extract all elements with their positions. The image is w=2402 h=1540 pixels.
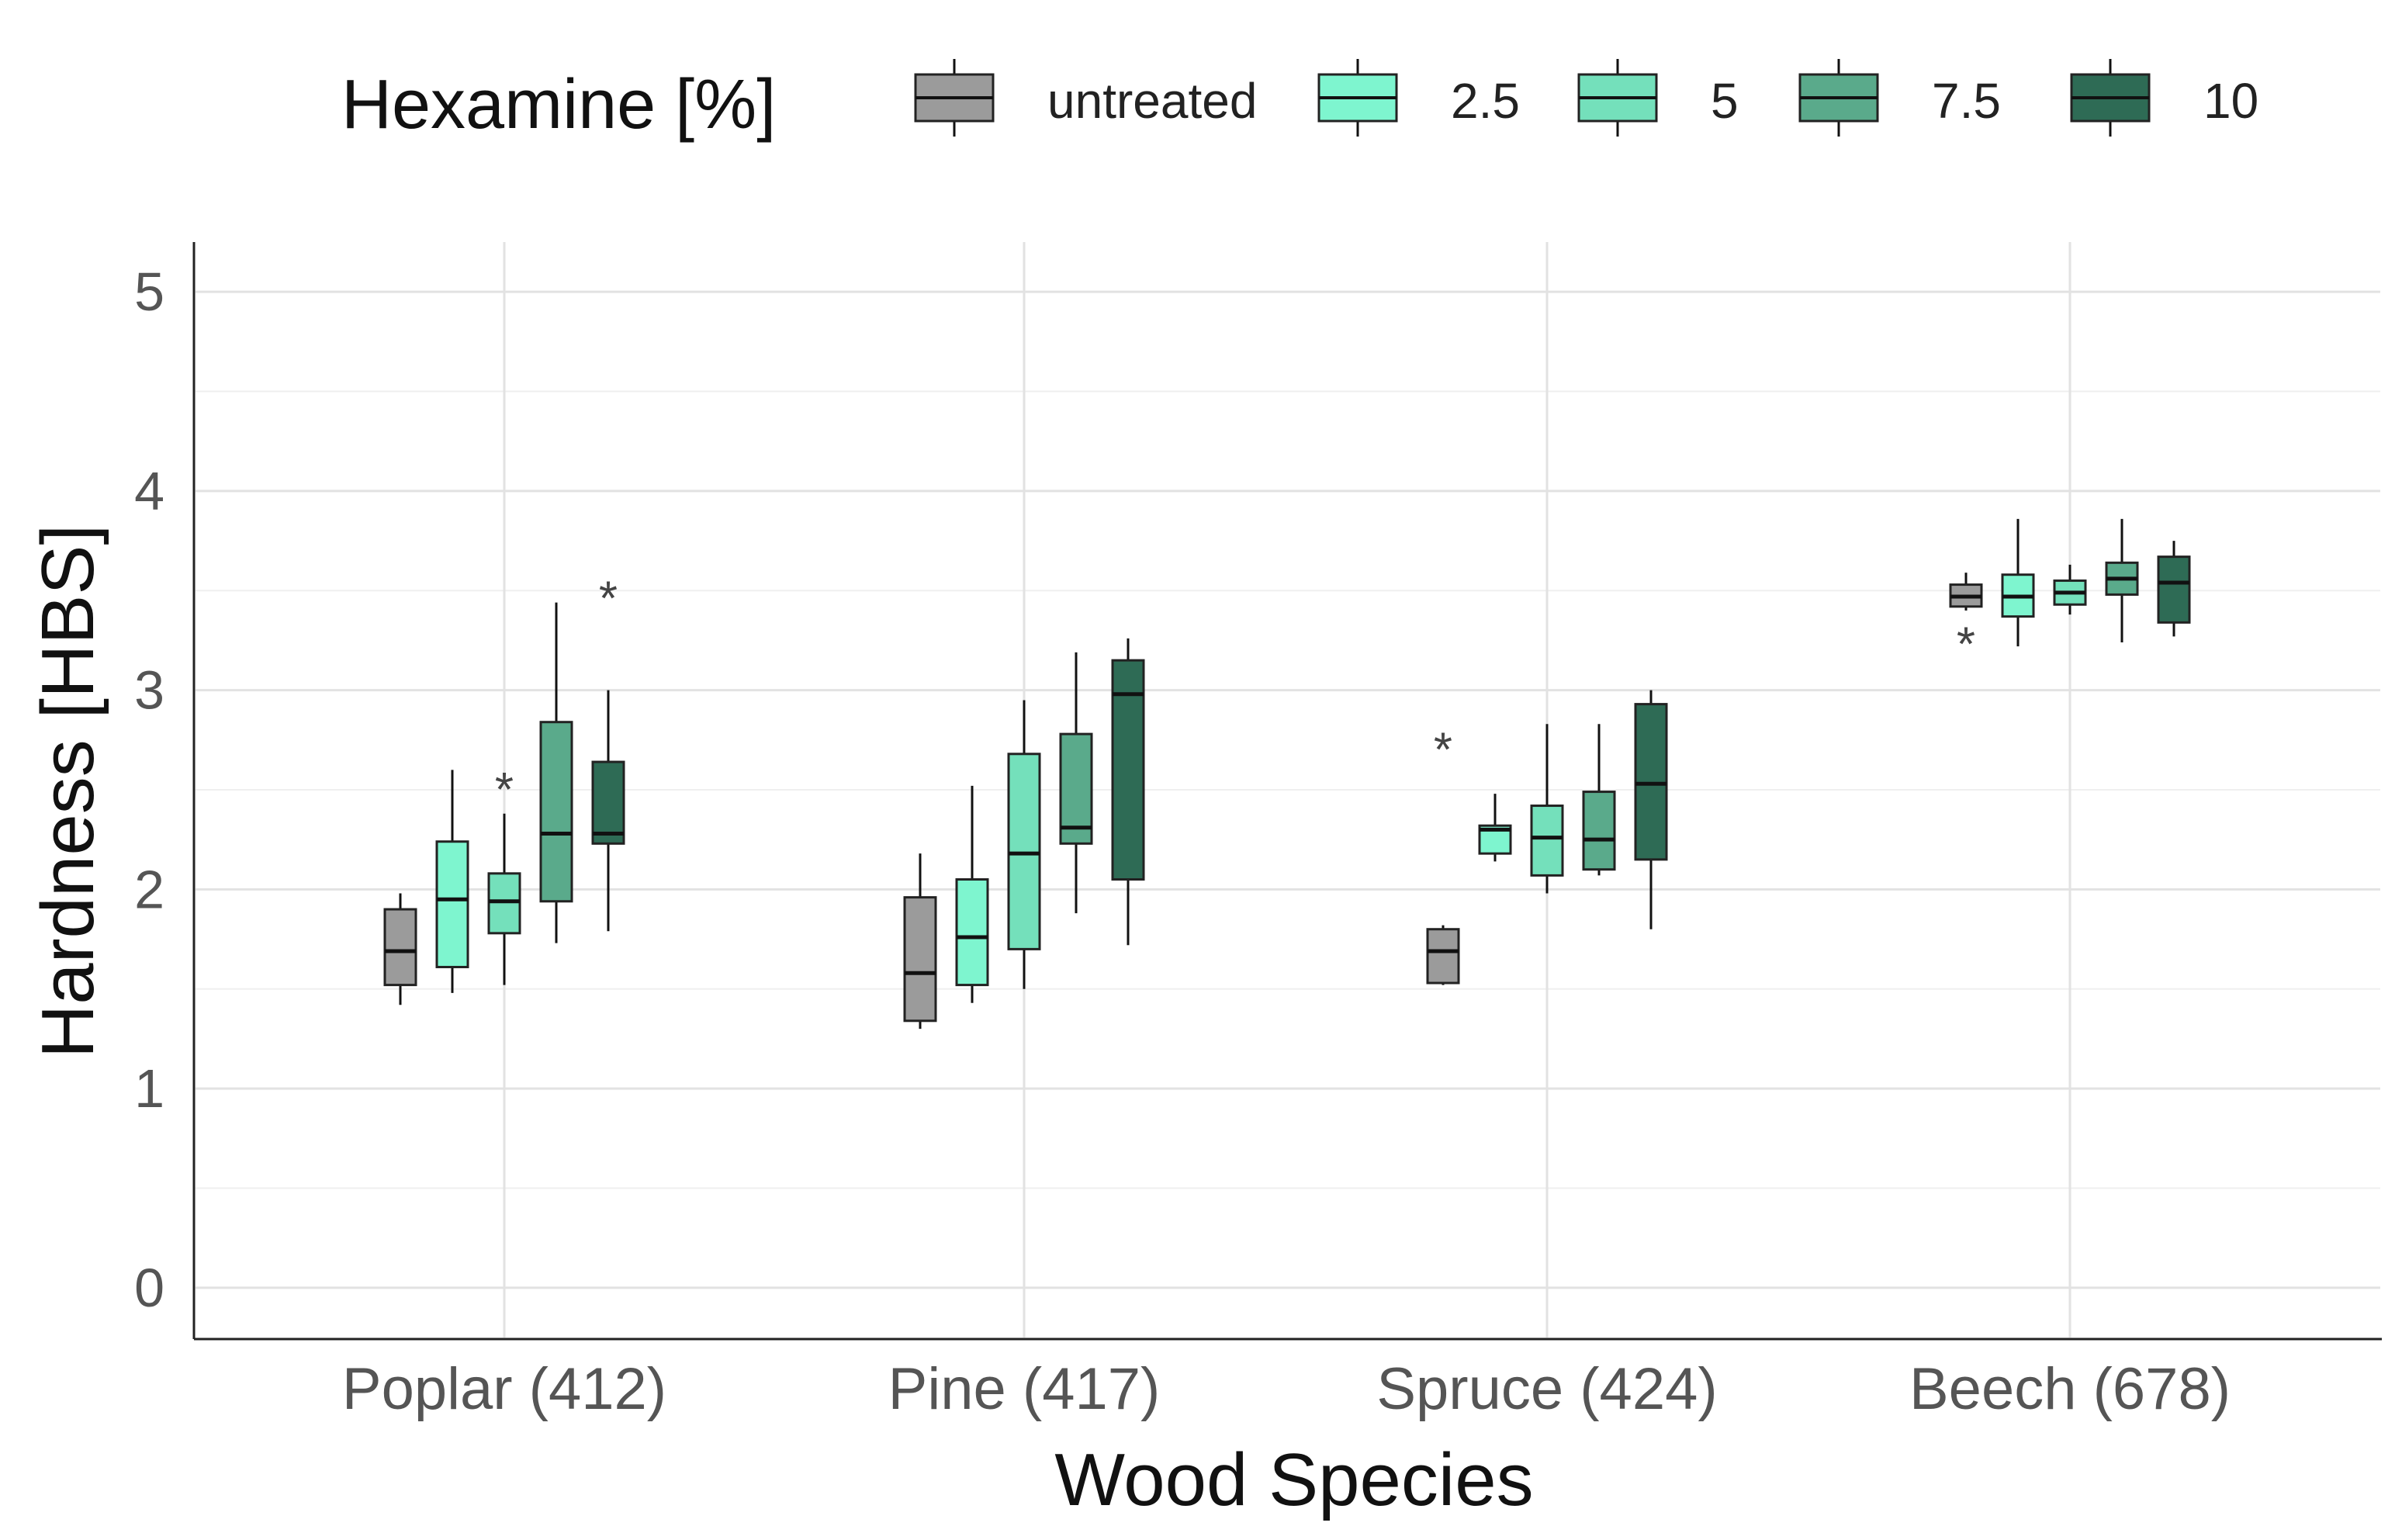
box-7.5-3 [2105, 518, 2139, 643]
box-2.5-0 [435, 770, 469, 993]
y-tick-label: 4 [134, 461, 164, 521]
box-7.5-0 [539, 602, 573, 943]
box-iqr [539, 721, 573, 903]
box-5-3 [2053, 564, 2087, 615]
box-5-0: * [487, 763, 521, 985]
box-iqr [383, 908, 417, 987]
box-2.5-3 [2001, 518, 2035, 647]
box-7.5-2 [1582, 724, 1616, 876]
legend-key-untreated [914, 59, 995, 137]
box-10-3 [2157, 541, 2191, 637]
box-iqr [487, 872, 521, 935]
box-iqr [1059, 732, 1093, 845]
legend-key-5 [1577, 59, 1658, 137]
x-axis-label: Wood Species [1054, 1438, 1533, 1521]
box-iqr [903, 896, 937, 1023]
grid-layer [196, 242, 2380, 1338]
box-7.5-1 [1059, 652, 1093, 914]
box-iqr [1582, 791, 1616, 871]
box-untreated-3: * [1949, 573, 1983, 671]
box-5-1 [1007, 700, 1041, 989]
outlier-marker: * [599, 572, 618, 625]
legend-title: Hexamine [%] [341, 66, 776, 144]
y-tick-label: 3 [134, 660, 164, 721]
y-axis-label: Hardness [HBS] [26, 524, 109, 1058]
box-iqr [1634, 703, 1668, 861]
outlier-marker: * [495, 763, 514, 817]
box-iqr [1111, 659, 1145, 881]
legend-entry-label: 5 [1711, 73, 1739, 129]
box-10-1 [1111, 638, 1145, 946]
box-untreated-1 [903, 853, 937, 1030]
box-10-0: * [591, 572, 625, 932]
marks-layer: * * * * [383, 518, 2191, 1030]
y-tick-label: 2 [134, 859, 164, 919]
box-iqr [591, 760, 625, 845]
box-untreated-2: * [1426, 724, 1460, 985]
y-tick-label: 5 [134, 261, 164, 322]
legend-key-10 [2070, 59, 2151, 137]
box-5-2 [1530, 724, 1564, 894]
box-10-2 [1634, 690, 1668, 929]
legend-entry-label: 2.5 [1451, 73, 1520, 129]
legend-key-2.5 [1317, 59, 1398, 137]
x-tick-label: Beech (678) [1909, 1356, 2231, 1422]
box-2.5-1 [955, 785, 989, 1003]
box-iqr [1426, 928, 1460, 985]
legend-key-7.5 [1798, 59, 1879, 137]
legend-entry-label: 10 [2203, 73, 2258, 129]
x-tick-label: Pine (417) [888, 1356, 1161, 1422]
outlier-marker: * [1957, 618, 1975, 671]
box-2.5-2 [1478, 794, 1512, 862]
box-iqr [435, 840, 469, 968]
y-tick-label: 0 [134, 1258, 164, 1318]
x-tick-label: Spruce (424) [1376, 1356, 1717, 1422]
box-iqr [955, 878, 989, 987]
box-iqr [1007, 753, 1041, 950]
labels-layer: Hardness [HBS] Wood Species 0 1 2 3 4 5 Poplar… [26, 261, 2231, 1521]
legend: Hexamine [%] untreated 2.5 5 7.5 10 [341, 59, 2258, 144]
box-iqr [1530, 805, 1564, 877]
axes-layer [192, 242, 2382, 1341]
y-tick-label: 1 [134, 1058, 164, 1119]
x-tick-label: Poplar (412) [342, 1356, 666, 1422]
box-untreated-0 [383, 893, 417, 1005]
legend-entry-label: untreated [1047, 73, 1257, 129]
box-iqr [2157, 555, 2191, 624]
outlier-marker: * [1434, 724, 1452, 777]
legend-entry-label: 7.5 [1932, 73, 2001, 129]
